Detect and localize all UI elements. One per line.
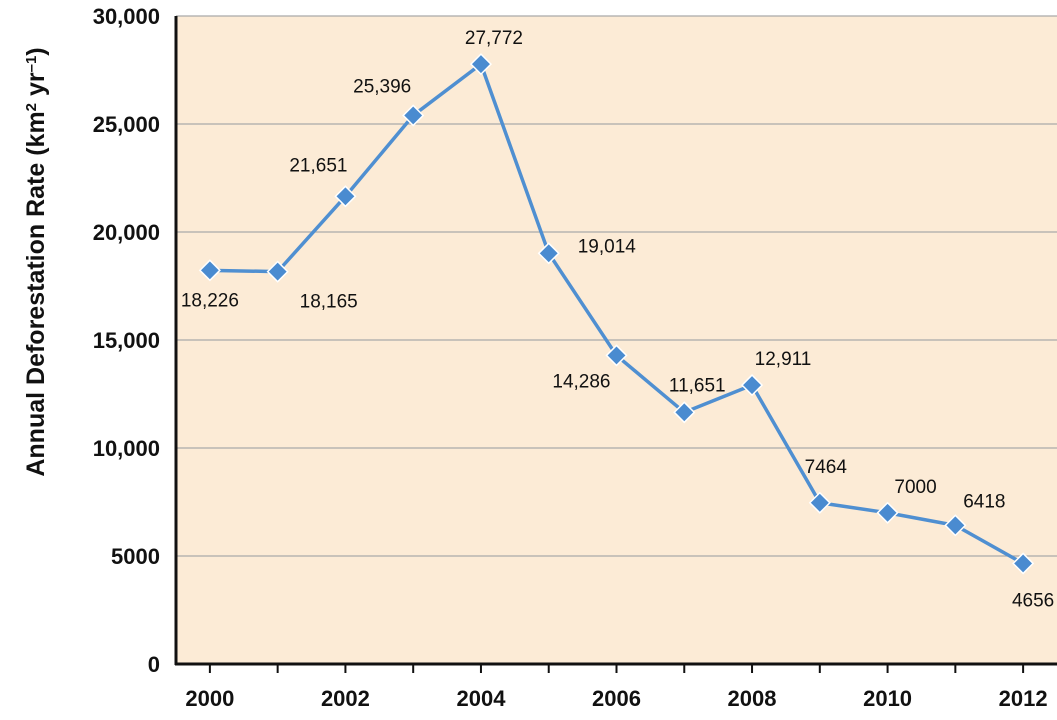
- tick-labels: 2000 2002 2004 2006 2008 2010 2012 0 5000 10,000 1…: [93, 4, 1048, 711]
- series: [198, 53, 1035, 575]
- data-label: 25,396: [353, 76, 411, 97]
- y-tick-label: 10,000: [93, 436, 160, 461]
- data-point-marker: [808, 491, 831, 514]
- data-point-marker: [673, 401, 696, 424]
- y-axis-title-main: Annual Deforestation Rate (km: [22, 111, 50, 476]
- data-point-marker: [944, 514, 967, 537]
- y-tick-label: 0: [148, 652, 160, 677]
- y-tick-label: 5000: [111, 544, 160, 569]
- data-label: 27,772: [465, 28, 523, 49]
- data-label: 7000: [894, 477, 936, 498]
- data-labels: 18,226 18,165 21,651 25,396 27,772 19,014 14,2…: [181, 28, 1054, 611]
- data-point-marker: [198, 259, 221, 282]
- x-tick-label: 2000: [185, 686, 234, 711]
- data-label: 12,911: [755, 349, 812, 370]
- data-point-marker: [402, 104, 425, 127]
- y-tick-label: 20,000: [93, 220, 160, 245]
- data-label: 11,651: [669, 375, 726, 396]
- data-point-marker: [266, 260, 289, 283]
- data-label: 14,286: [552, 371, 610, 392]
- y-tick-label: 25,000: [93, 112, 160, 137]
- x-tick-label: 2008: [728, 686, 777, 711]
- x-tick-label: 2012: [999, 686, 1048, 711]
- y-tick-label: 30,000: [93, 4, 160, 29]
- data-point-marker: [1012, 552, 1035, 575]
- gridlines: [176, 15, 1057, 557]
- y-axis-title: Annual Deforestation Rate (km2 yr–1): [22, 47, 50, 476]
- y-tick-label: 15,000: [93, 328, 160, 353]
- data-label: 19,014: [578, 236, 637, 257]
- y-axis-title-sup1: 2: [23, 103, 40, 111]
- data-label: 4656: [1012, 590, 1054, 611]
- data-point-marker: [605, 344, 628, 367]
- data-label: 18,226: [181, 290, 239, 311]
- y-axis-title-sup2: –1: [23, 56, 40, 73]
- data-label: 21,651: [289, 155, 347, 176]
- data-point-marker: [334, 185, 357, 208]
- data-point-marker: [537, 242, 560, 265]
- x-tick-label: 2002: [321, 686, 370, 711]
- y-axis-title-mid: yr: [22, 72, 50, 103]
- data-label: 6418: [963, 491, 1005, 512]
- data-point-marker: [740, 374, 764, 397]
- data-point-marker: [469, 53, 493, 76]
- x-tick-label: 2004: [456, 686, 506, 711]
- y-axis-title-end: ): [22, 47, 50, 55]
- data-point-marker: [876, 501, 899, 524]
- data-label: 18,165: [300, 292, 358, 313]
- axes: [174, 16, 1057, 673]
- data-label: 7464: [805, 457, 848, 478]
- x-tick-label: 2006: [592, 686, 641, 711]
- x-tick-label: 2010: [863, 686, 912, 711]
